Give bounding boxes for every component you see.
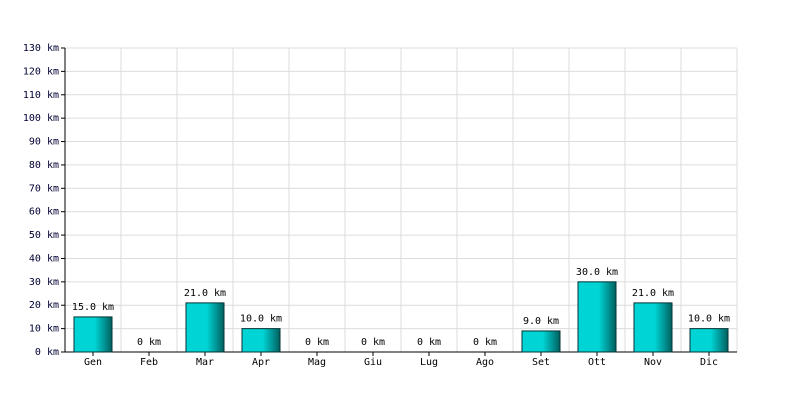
bar xyxy=(185,302,225,353)
y-tick-label: 20 km xyxy=(29,300,59,311)
y-tick-label: 130 km xyxy=(23,43,59,54)
x-tick-label: Mag xyxy=(308,357,326,368)
x-tick-label: Set xyxy=(532,357,550,368)
bar xyxy=(689,328,729,353)
x-tick-label: Mar xyxy=(196,357,214,368)
value-label: 21.0 km xyxy=(632,288,674,299)
y-tick-label: 80 km xyxy=(29,160,59,171)
y-tick-label: 0 km xyxy=(35,347,59,358)
value-label: 9.0 km xyxy=(523,316,559,327)
bar xyxy=(73,316,113,353)
value-label: 0 km xyxy=(305,337,329,348)
y-tick-label: 120 km xyxy=(23,66,59,77)
bar xyxy=(521,330,561,353)
value-label: 30.0 km xyxy=(576,267,618,278)
y-tick-label: 70 km xyxy=(29,183,59,194)
y-tick-label: 50 km xyxy=(29,230,59,241)
x-tick-label: Feb xyxy=(140,357,158,368)
x-tick-label: Lug xyxy=(420,357,438,368)
bar xyxy=(577,281,617,353)
y-tick-label: 60 km xyxy=(29,207,59,218)
value-label: 21.0 km xyxy=(184,288,226,299)
y-tick-label: 110 km xyxy=(23,90,59,101)
x-tick-label: Gen xyxy=(84,357,102,368)
y-tick-label: 10 km xyxy=(29,324,59,335)
x-tick-label: Dic xyxy=(700,357,718,368)
y-tick-label: 40 km xyxy=(29,253,59,264)
value-label: 0 km xyxy=(361,337,385,348)
bar xyxy=(241,328,281,353)
y-tick-label: 100 km xyxy=(23,113,59,124)
value-label: 0 km xyxy=(473,337,497,348)
bar xyxy=(633,302,673,353)
x-tick-label: Apr xyxy=(252,357,270,368)
value-label: 10.0 km xyxy=(688,314,730,325)
y-tick-label: 30 km xyxy=(29,277,59,288)
value-label: 10.0 km xyxy=(240,314,282,325)
value-label: 0 km xyxy=(417,337,441,348)
y-tick-label: 90 km xyxy=(29,137,59,148)
x-tick-label: Nov xyxy=(644,357,662,368)
x-tick-label: Ott xyxy=(588,357,606,368)
x-tick-label: Ago xyxy=(476,357,494,368)
x-tick-label: Giu xyxy=(364,357,382,368)
value-label: 0 km xyxy=(137,337,161,348)
value-label: 15.0 km xyxy=(72,302,114,313)
